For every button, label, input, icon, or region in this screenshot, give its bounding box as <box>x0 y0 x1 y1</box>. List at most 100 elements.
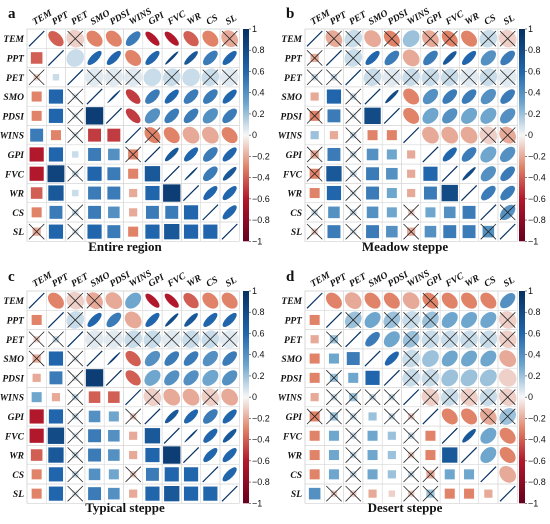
cell-ellipse <box>222 89 237 104</box>
insignificant-x <box>403 447 420 463</box>
column-label: CS <box>205 275 220 289</box>
cell-ellipse <box>500 293 516 309</box>
insignificant-x <box>28 331 45 348</box>
row-label: FVC <box>4 170 25 180</box>
insignificant-x <box>144 331 161 348</box>
cell-ellipse <box>203 428 218 443</box>
cell-ellipse <box>145 293 160 308</box>
cell-ellipse <box>365 50 380 66</box>
diagonal-mark <box>182 184 200 202</box>
colorbar-tick-label: −0.6 <box>252 194 270 204</box>
cell-square <box>163 184 181 202</box>
insignificant-x <box>403 466 420 483</box>
insignificant-x <box>345 312 362 328</box>
colorbar-tick-label: −1 <box>252 236 262 246</box>
cell-ellipse <box>461 350 478 367</box>
colorbar-tick-label: 0 <box>252 130 257 140</box>
cell-ellipse <box>441 126 459 144</box>
insignificant-x <box>221 30 238 47</box>
cell-ellipse <box>480 350 497 367</box>
cell-square <box>328 353 339 364</box>
insignificant-x <box>499 30 516 47</box>
cell-square <box>462 225 476 239</box>
cell-ellipse <box>481 185 496 201</box>
insignificant-x <box>364 69 381 86</box>
colorbar-tick-label: −0.4 <box>252 173 270 183</box>
insignificant-x <box>86 69 103 86</box>
cell-square <box>50 130 61 141</box>
column-label: WR <box>464 274 482 290</box>
cell-ellipse <box>105 30 122 47</box>
colorbar <box>519 291 525 504</box>
insignificant-x <box>461 389 477 406</box>
cell-ellipse <box>222 370 238 386</box>
cell-ellipse <box>183 293 199 309</box>
cell-ellipse <box>87 50 102 66</box>
cell-ellipse <box>164 370 180 386</box>
cell-square <box>31 207 42 218</box>
insignificant-x <box>422 466 439 483</box>
cell-square <box>107 128 121 142</box>
colorbar-tick-label: 0.6 <box>528 328 541 338</box>
cell-square <box>107 186 121 200</box>
cell-square <box>129 450 138 460</box>
row-label: SMO <box>3 355 24 365</box>
insignificant-x <box>67 292 84 309</box>
cell-ellipse <box>462 167 476 181</box>
diagonal-mark <box>480 204 497 221</box>
diagonal-mark <box>345 331 362 348</box>
insignificant-x <box>67 447 84 463</box>
insignificant-x <box>306 146 323 163</box>
colorbar-tick-label: −0.4 <box>528 435 546 445</box>
insignificant-x <box>441 389 458 406</box>
cell-ellipse <box>164 351 180 366</box>
cell-ellipse <box>364 311 381 328</box>
insignificant-x <box>67 485 84 502</box>
row-label: TEM <box>3 297 24 307</box>
row-label: PDSI <box>280 374 302 384</box>
row-label: SMO <box>3 93 24 103</box>
column-label: SL <box>502 13 517 27</box>
cell-ellipse <box>66 49 85 67</box>
row-label: FVC <box>282 170 303 180</box>
cell-ellipse <box>441 369 459 387</box>
row-label: WINS <box>278 394 302 404</box>
cell-square <box>108 449 120 461</box>
cell-square <box>309 314 320 325</box>
row-label: WINS <box>0 132 24 142</box>
row-label: PET <box>6 74 25 84</box>
panel-letter: c <box>8 269 15 285</box>
insignificant-x <box>345 466 362 483</box>
cell-square <box>108 469 119 480</box>
cell-square <box>163 446 181 464</box>
cell-square <box>462 205 476 219</box>
cell-square <box>386 130 397 141</box>
cell-ellipse <box>203 312 218 328</box>
cell-square <box>326 185 342 201</box>
cell-square <box>423 186 437 200</box>
row-label: SL <box>291 228 302 238</box>
cell-ellipse <box>403 107 420 124</box>
row-label: FVC <box>4 432 25 442</box>
cell-square <box>328 469 339 480</box>
insignificant-x <box>403 69 420 86</box>
colorbar-tick-label: −0.2 <box>252 413 270 423</box>
cell-square <box>85 107 104 125</box>
diagonal-mark <box>105 107 122 124</box>
cell-square <box>441 184 458 202</box>
cell-ellipse <box>383 292 400 309</box>
cell-square <box>183 205 199 220</box>
insignificant-x <box>422 292 439 309</box>
cell-ellipse <box>222 428 237 443</box>
insignificant-x <box>345 50 362 66</box>
cell-ellipse <box>442 51 457 65</box>
cell-ellipse <box>165 51 179 65</box>
cell-square <box>328 206 340 219</box>
cell-ellipse <box>203 185 218 201</box>
column-label: PPT <box>328 10 349 28</box>
column-label: WR <box>186 12 204 28</box>
insignificant-x <box>67 107 84 124</box>
cell-square <box>183 467 199 482</box>
colorbar <box>243 29 249 242</box>
cell-ellipse <box>461 408 478 425</box>
